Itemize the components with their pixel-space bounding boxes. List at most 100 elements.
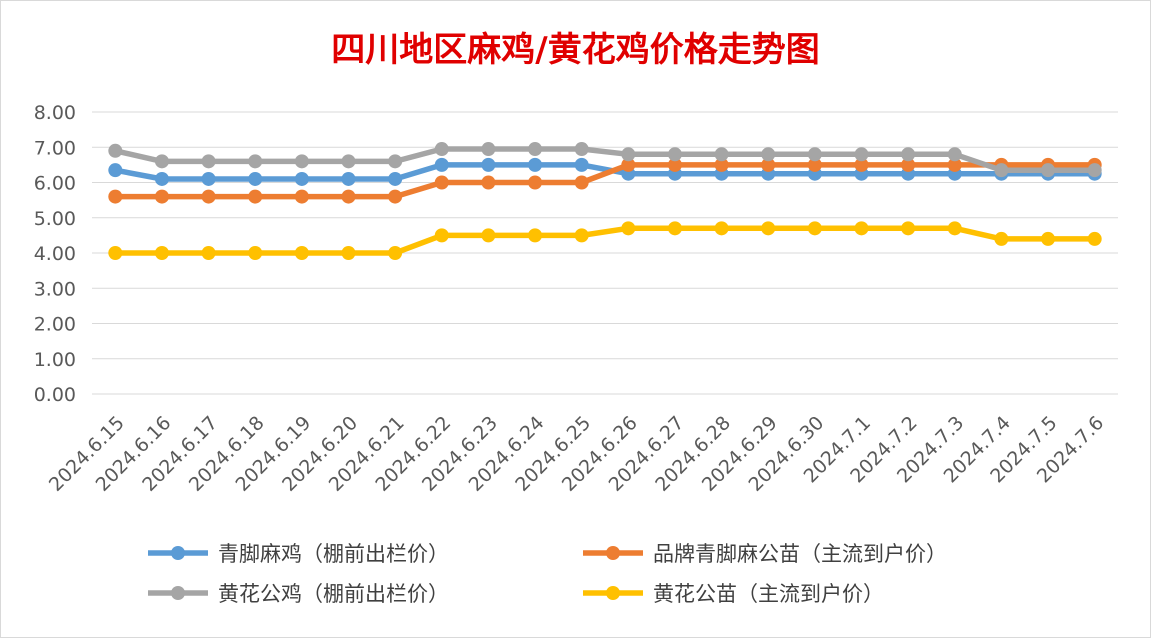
data-point [574, 228, 589, 243]
data-point [761, 221, 776, 236]
data-point [201, 171, 216, 186]
data-point [388, 246, 403, 260]
data-point [108, 189, 123, 204]
data-point [341, 154, 356, 169]
data-point [667, 157, 682, 172]
y-tick-label: 6.00 [34, 173, 76, 195]
data-point [481, 142, 496, 157]
data-point [528, 228, 543, 243]
y-tick-label: 8.00 [34, 102, 76, 124]
series-2 [108, 157, 1102, 204]
data-point [947, 221, 962, 236]
data-point [807, 147, 822, 162]
data-point [854, 221, 869, 236]
legend-label: 品牌青脚麻公苗（主流到户价） [653, 542, 947, 566]
data-point [154, 154, 169, 169]
y-tick-label: 1.00 [34, 349, 76, 371]
y-tick-label: 4.00 [34, 243, 76, 265]
data-point [108, 246, 123, 260]
data-point [481, 157, 496, 172]
y-tick-label: 5.00 [34, 208, 76, 230]
data-point [434, 175, 449, 190]
data-point [481, 228, 496, 243]
data-point [714, 147, 729, 162]
data-point [294, 154, 309, 169]
data-point [854, 157, 869, 172]
series-line [115, 225, 1095, 256]
data-point [947, 157, 962, 172]
legend-label: 青脚麻鸡（棚前出栏价） [218, 542, 449, 566]
data-point [154, 189, 169, 204]
data-point [388, 189, 403, 204]
legend-item-2: 品牌青脚麻公苗（主流到户价） [583, 542, 947, 566]
data-point [294, 189, 309, 204]
data-point [201, 154, 216, 169]
data-point [248, 189, 263, 204]
data-point [807, 221, 822, 236]
data-point [667, 221, 682, 236]
data-point [667, 147, 682, 162]
data-point [341, 246, 356, 260]
data-point [901, 221, 916, 236]
data-point [761, 147, 776, 162]
legend-item-1: 青脚麻鸡（棚前出栏价） [148, 542, 449, 566]
data-point [621, 221, 636, 236]
legend: 青脚麻鸡（棚前出栏价） 品牌青脚麻公苗（主流到户价） 黄花公鸡（棚前出栏价） 黄花公苗… [148, 542, 947, 606]
data-point [248, 246, 263, 260]
data-point [108, 163, 123, 178]
data-point [528, 142, 543, 157]
data-point [621, 157, 636, 172]
data-point [574, 142, 589, 157]
data-point [574, 175, 589, 190]
data-point [807, 157, 822, 172]
x-axis: 2024.6.152024.6.162024.6.172024.6.182024… [45, 412, 1108, 496]
data-point [108, 143, 123, 158]
data-point [854, 147, 869, 162]
legend-label: 黄花公苗（主流到户价） [653, 582, 884, 606]
data-point [1041, 231, 1056, 246]
data-point [994, 231, 1009, 246]
gridlines [92, 111, 1118, 395]
series-layer [108, 142, 1102, 260]
y-axis: 0.00 1.00 2.00 3.00 4.00 5.00 6.00 7.00 8.00 [34, 102, 76, 406]
data-point [388, 171, 403, 186]
y-tick-label: 7.00 [34, 137, 76, 159]
data-point [434, 142, 449, 157]
data-point [154, 171, 169, 186]
data-point [481, 175, 496, 190]
series-line [114, 162, 1095, 182]
data-point [714, 221, 729, 236]
legend-swatch-marker [171, 546, 185, 560]
data-point [621, 147, 636, 162]
series-3 [108, 142, 1102, 178]
data-point [994, 163, 1009, 178]
legend-label: 黄花公鸡（棚前出栏价） [218, 582, 449, 606]
data-point [434, 228, 449, 243]
chart-title: 四川地区麻鸡/黄花鸡价格走势图 [331, 30, 820, 70]
data-point [154, 246, 169, 260]
y-tick-label: 0.00 [34, 384, 76, 406]
data-point [294, 246, 309, 260]
y-tick-label: 3.00 [34, 278, 76, 300]
data-point [947, 147, 962, 162]
data-point [201, 246, 216, 260]
data-point [294, 171, 309, 186]
y-tick-label: 2.00 [34, 314, 76, 336]
data-point [1041, 163, 1056, 178]
data-point [1087, 163, 1102, 178]
legend-item-4: 黄花公苗（主流到户价） [583, 582, 884, 606]
data-point [201, 189, 216, 204]
data-point [528, 157, 543, 172]
series-4 [108, 221, 1102, 260]
data-point [714, 157, 729, 172]
data-point [528, 175, 543, 190]
series-line [115, 162, 1095, 200]
data-point [1087, 231, 1102, 246]
data-point [388, 154, 403, 169]
legend-swatch-marker [171, 586, 185, 600]
legend-item-3: 黄花公鸡（棚前出栏价） [148, 582, 449, 606]
data-point [248, 154, 263, 169]
data-point [761, 157, 776, 172]
